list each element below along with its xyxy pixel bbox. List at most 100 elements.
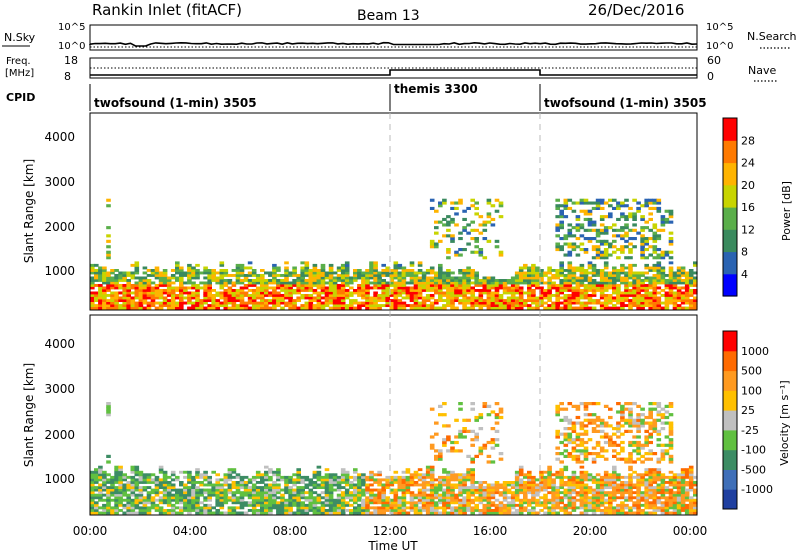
vel-cell-607 xyxy=(268,498,273,502)
vel-cell-1583 xyxy=(535,478,540,482)
vel-cell-1041 xyxy=(397,483,403,487)
power-cell-484 xyxy=(231,281,237,285)
power-cell-1635 xyxy=(547,304,552,307)
vel-cell-2154 xyxy=(640,413,645,417)
power-cell-2374 xyxy=(676,279,682,282)
power-cell-1058 xyxy=(397,279,403,282)
vel-cell-1437 xyxy=(490,410,496,414)
vel-cell-434 xyxy=(215,501,220,505)
power-cell-584 xyxy=(264,304,269,307)
power-cell-505 xyxy=(239,299,245,302)
vel-cell-509 xyxy=(239,511,245,515)
vel-cell-890 xyxy=(353,501,358,505)
power-cell-2280 xyxy=(656,253,662,257)
vel-cell-939 xyxy=(365,488,370,492)
vel-cbar-tick-4: -25 xyxy=(741,424,759,437)
power-cell-519 xyxy=(243,304,249,307)
power-cell-840 xyxy=(336,291,342,295)
power-cell-1997 xyxy=(608,198,613,202)
vel-cell-1275 xyxy=(454,435,459,439)
vel-cell-597 xyxy=(264,478,269,482)
vel-cell-178 xyxy=(134,488,140,492)
vel-cell-1948 xyxy=(608,501,613,505)
power-cell-7 xyxy=(90,286,95,290)
power-cell-1742 xyxy=(567,279,573,282)
power-cbar-tick-4: 12 xyxy=(741,223,755,236)
power-cell-932 xyxy=(365,296,370,300)
power-cell-103 xyxy=(114,291,119,295)
vel-cell-621 xyxy=(272,498,277,502)
vel-cell-863 xyxy=(344,509,350,512)
power-cell-1527 xyxy=(514,299,520,302)
nsky-tick-high: 10^5 xyxy=(58,22,85,33)
vel-cell-1639 xyxy=(551,473,556,477)
power-cell-670 xyxy=(288,286,293,290)
vel-cell-965 xyxy=(373,481,378,484)
power-cell-185 xyxy=(138,289,144,292)
vel-cell-1577 xyxy=(535,498,540,502)
power-cell-1793 xyxy=(575,276,581,280)
vel-cell-1549 xyxy=(527,501,532,505)
vel-cell-496 xyxy=(231,468,237,472)
power-cell-2099 xyxy=(628,289,633,292)
power-cell-59 xyxy=(102,269,107,272)
power-cell-132 xyxy=(122,279,127,282)
power-cell-199 xyxy=(142,284,148,287)
freq-unit: [MHz] xyxy=(5,68,34,79)
vel-cell-964 xyxy=(373,488,378,492)
vel-cell-1121 xyxy=(421,486,427,489)
vel-cell-1419 xyxy=(486,440,492,445)
vel-cell-1493 xyxy=(510,503,516,507)
vel-cell-1645 xyxy=(555,496,560,500)
power-cell-325 xyxy=(183,301,188,305)
power-cell-1848 xyxy=(583,212,589,216)
power-cell-1537 xyxy=(514,271,520,275)
power-cell-172 xyxy=(134,276,140,280)
vel-cell-1014 xyxy=(389,483,395,487)
vel-cell-278 xyxy=(162,470,168,474)
vel-cell-643 xyxy=(276,473,281,477)
power-cell-824 xyxy=(332,296,338,300)
power-cell-358 xyxy=(191,274,196,277)
vel-cell-848 xyxy=(340,509,346,512)
power-cell-536 xyxy=(247,281,253,285)
power-cell-1701 xyxy=(559,237,564,241)
power-cell-1749 xyxy=(567,261,573,265)
power-cell-1996 xyxy=(608,204,613,208)
vel-cell-492 xyxy=(231,483,237,487)
vel-cell-765 xyxy=(316,506,322,510)
power-cell-858 xyxy=(340,284,346,287)
power-cell-2323 xyxy=(664,217,670,221)
vel-cell-1670 xyxy=(559,483,564,487)
vel-cell-493 xyxy=(231,481,237,484)
power-cell-1454 xyxy=(490,281,496,285)
power-cell-640 xyxy=(280,289,285,292)
power-cell-1570 xyxy=(527,291,532,295)
vel-cell-484 xyxy=(231,509,237,512)
vel-cell-719 xyxy=(300,493,305,497)
vel-cell-1593 xyxy=(539,475,544,479)
vel-cell-1389 xyxy=(478,413,484,417)
vel-cell-1830 xyxy=(583,424,589,428)
vel-cell-1796 xyxy=(579,452,585,456)
vel-cell-997 xyxy=(385,503,390,507)
vel-cell-385 xyxy=(195,468,200,472)
vel-cell-748 xyxy=(308,478,314,482)
vel-cell-1779 xyxy=(579,506,585,510)
power-cell-1563 xyxy=(523,266,528,270)
power-cell-2310 xyxy=(664,301,670,305)
vel-cell-1731 xyxy=(571,509,577,512)
vel-cell-1855 xyxy=(591,509,597,512)
power-cell-1048 xyxy=(397,306,403,310)
vel-cell-357 xyxy=(191,506,196,510)
power-cell-317 xyxy=(179,284,184,287)
power-ytick-1000: 1000 xyxy=(44,264,75,278)
power-cell-1448 xyxy=(490,299,496,302)
vel-cell-1449 xyxy=(494,438,500,442)
power-cell-679 xyxy=(292,291,297,295)
vel-cell-2102 xyxy=(632,418,637,422)
power-cell-295 xyxy=(175,304,180,307)
power-cell-529 xyxy=(247,306,253,310)
power-cell-601 xyxy=(268,281,273,285)
power-cell-1105 xyxy=(413,306,419,310)
